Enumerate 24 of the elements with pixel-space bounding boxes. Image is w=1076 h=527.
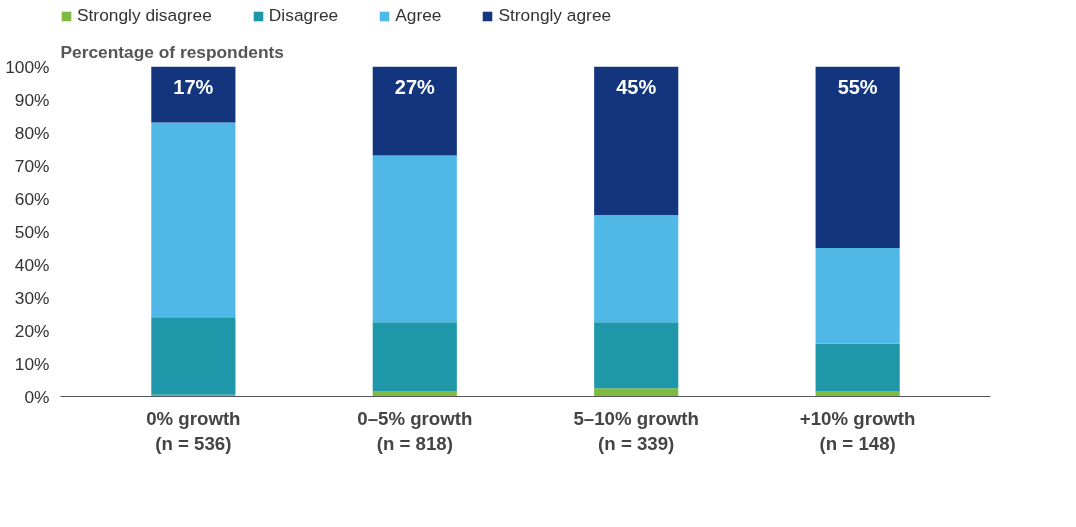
data-label: 27% — [394, 76, 436, 99]
y-tick-label: 10% — [14, 353, 50, 374]
y-tick-label: 40% — [14, 254, 50, 275]
data-label: 55% — [837, 76, 878, 99]
y-axis-title: Percentage of respondents — [60, 41, 284, 62]
legend-label: Strongly disagree — [77, 5, 212, 26]
y-tick-label: 50% — [14, 221, 50, 242]
data-label: 45% — [616, 76, 657, 99]
y-tick-label: 60% — [14, 188, 50, 209]
y-tick-label: 100% — [5, 56, 50, 77]
x-tick-label: 5–10% growth (n = 339) — [573, 407, 699, 454]
y-tick-label: 70% — [14, 155, 50, 176]
legend-label: Disagree — [268, 5, 339, 26]
x-tick-label: 0% growth (n = 536) — [146, 407, 241, 454]
y-tick-label: 30% — [14, 287, 50, 308]
x-tick-label: +10% growth (n = 148) — [799, 407, 916, 454]
y-tick-label: 0% — [24, 386, 50, 407]
y-tick-label: 90% — [14, 89, 50, 110]
y-tick-label: 80% — [14, 122, 50, 143]
legend-label: Agree — [395, 5, 442, 26]
legend-label: Strongly agree — [498, 5, 612, 26]
data-label: 17% — [173, 76, 214, 99]
y-tick-label: 20% — [14, 320, 50, 341]
x-tick-label: 0–5% growth (n = 818) — [357, 407, 473, 454]
